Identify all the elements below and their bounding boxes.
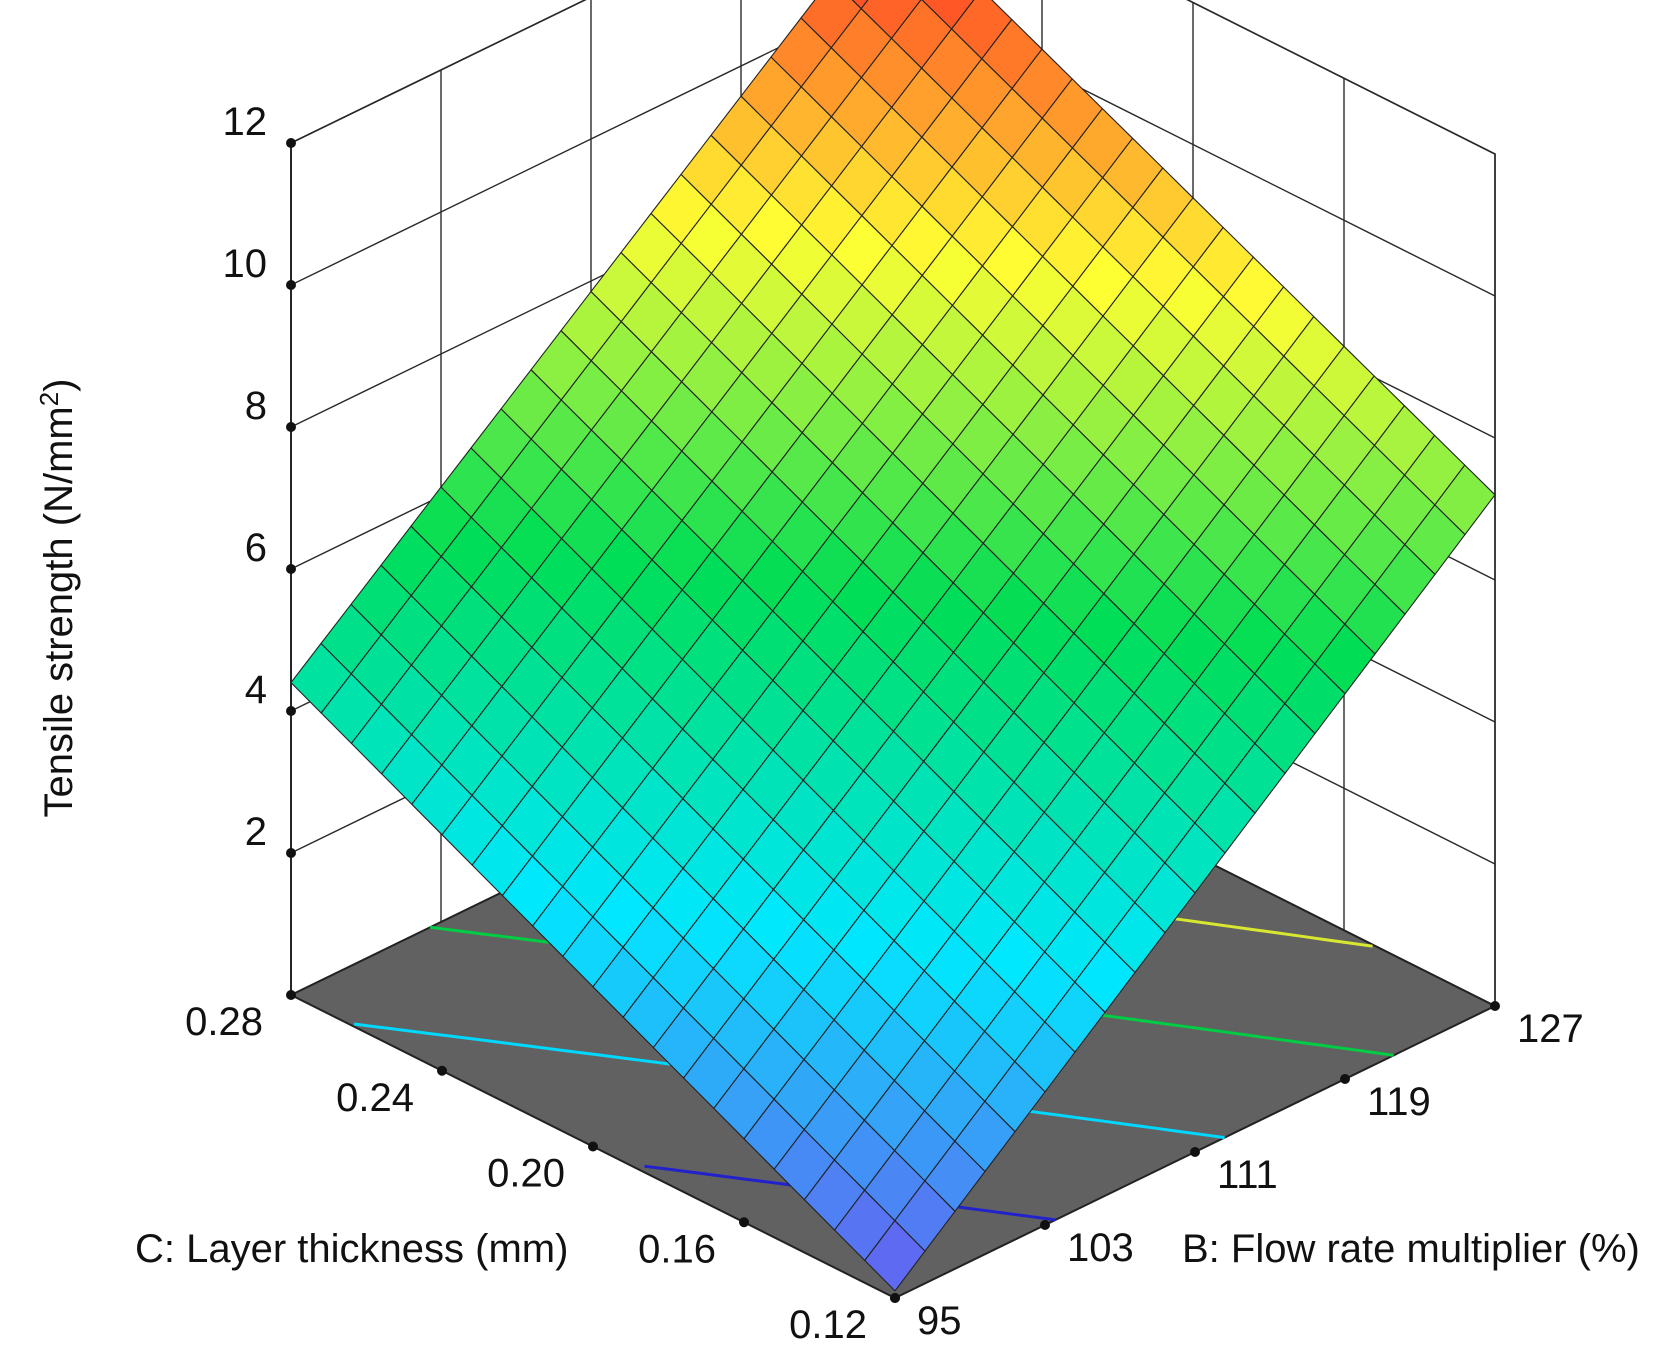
- axis-labels: Tensile strength (N/mm2) B: Flow rate mu…: [34, 378, 1640, 1271]
- y-tick-label-0.12: 0.12: [789, 1303, 867, 1347]
- x-tick-label-119: 119: [1367, 1080, 1431, 1124]
- z-axis-title-close: ): [37, 378, 81, 391]
- z-tick-dot-2: [286, 848, 296, 858]
- z-tick-dot-8: [286, 422, 296, 432]
- y-axis-title: C: Layer thickness (mm): [135, 1227, 568, 1271]
- x-tick-dot-103: [1040, 1220, 1050, 1230]
- z-tick-label-10: 10: [223, 242, 268, 286]
- surface-cell: [851, 0, 869, 10]
- x-tick-label-127: 127: [1517, 1007, 1584, 1051]
- y-tick-label-0.16: 0.16: [638, 1227, 716, 1271]
- x-axis-title: B: Flow rate multiplier (%): [1182, 1227, 1640, 1271]
- y-tick-label-0.28: 0.28: [185, 1000, 263, 1044]
- x-tick-label-103: 103: [1067, 1226, 1134, 1270]
- z-tick-label-12: 12: [223, 100, 268, 144]
- x-tick-dot-127: [1490, 1001, 1500, 1011]
- y-tick-dot-0.28: [286, 990, 296, 1000]
- y-tick-dot-0.16: [739, 1217, 749, 1228]
- z-gridline-12: [290, 0, 1496, 155]
- response-surface: [290, 0, 1496, 1292]
- x-tick-dot-111: [1190, 1147, 1200, 1157]
- z-tick-dot-12: [286, 138, 296, 148]
- surface-cell: [864, 1220, 926, 1292]
- y-tick-label-0.20: 0.20: [487, 1152, 565, 1196]
- z-axis-title: Tensile strength (N/mm2): [34, 378, 81, 817]
- y-tick-label-0.24: 0.24: [336, 1076, 414, 1120]
- z-tick-dot-6: [286, 564, 296, 574]
- y-tick-dot-0.20: [588, 1141, 598, 1152]
- y-tick-dot-0.12: [890, 1293, 900, 1303]
- x-tick-dot-119: [1340, 1074, 1350, 1084]
- z-gridline-10: [290, 0, 1496, 297]
- z-tick-dot-4: [286, 706, 296, 716]
- y-tick-dot-0.24: [437, 1065, 447, 1076]
- z-tick-label-4: 4: [245, 668, 267, 712]
- z-tick-label-6: 6: [245, 526, 267, 570]
- z-tick-label-2: 2: [245, 810, 267, 854]
- x-tick-label-95: 95: [917, 1299, 962, 1343]
- axis-ticks: 2 4 6 8 10 12 95 103 111 119 127 0.12 0.16 0.20 0.24 0.…: [185, 100, 1584, 1347]
- z-tick-label-8: 8: [245, 384, 267, 428]
- z-tick-dot-10: [286, 280, 296, 290]
- x-tick-label-111: 111: [1217, 1153, 1278, 1197]
- z-axis-title-superscript: 2: [34, 392, 64, 406]
